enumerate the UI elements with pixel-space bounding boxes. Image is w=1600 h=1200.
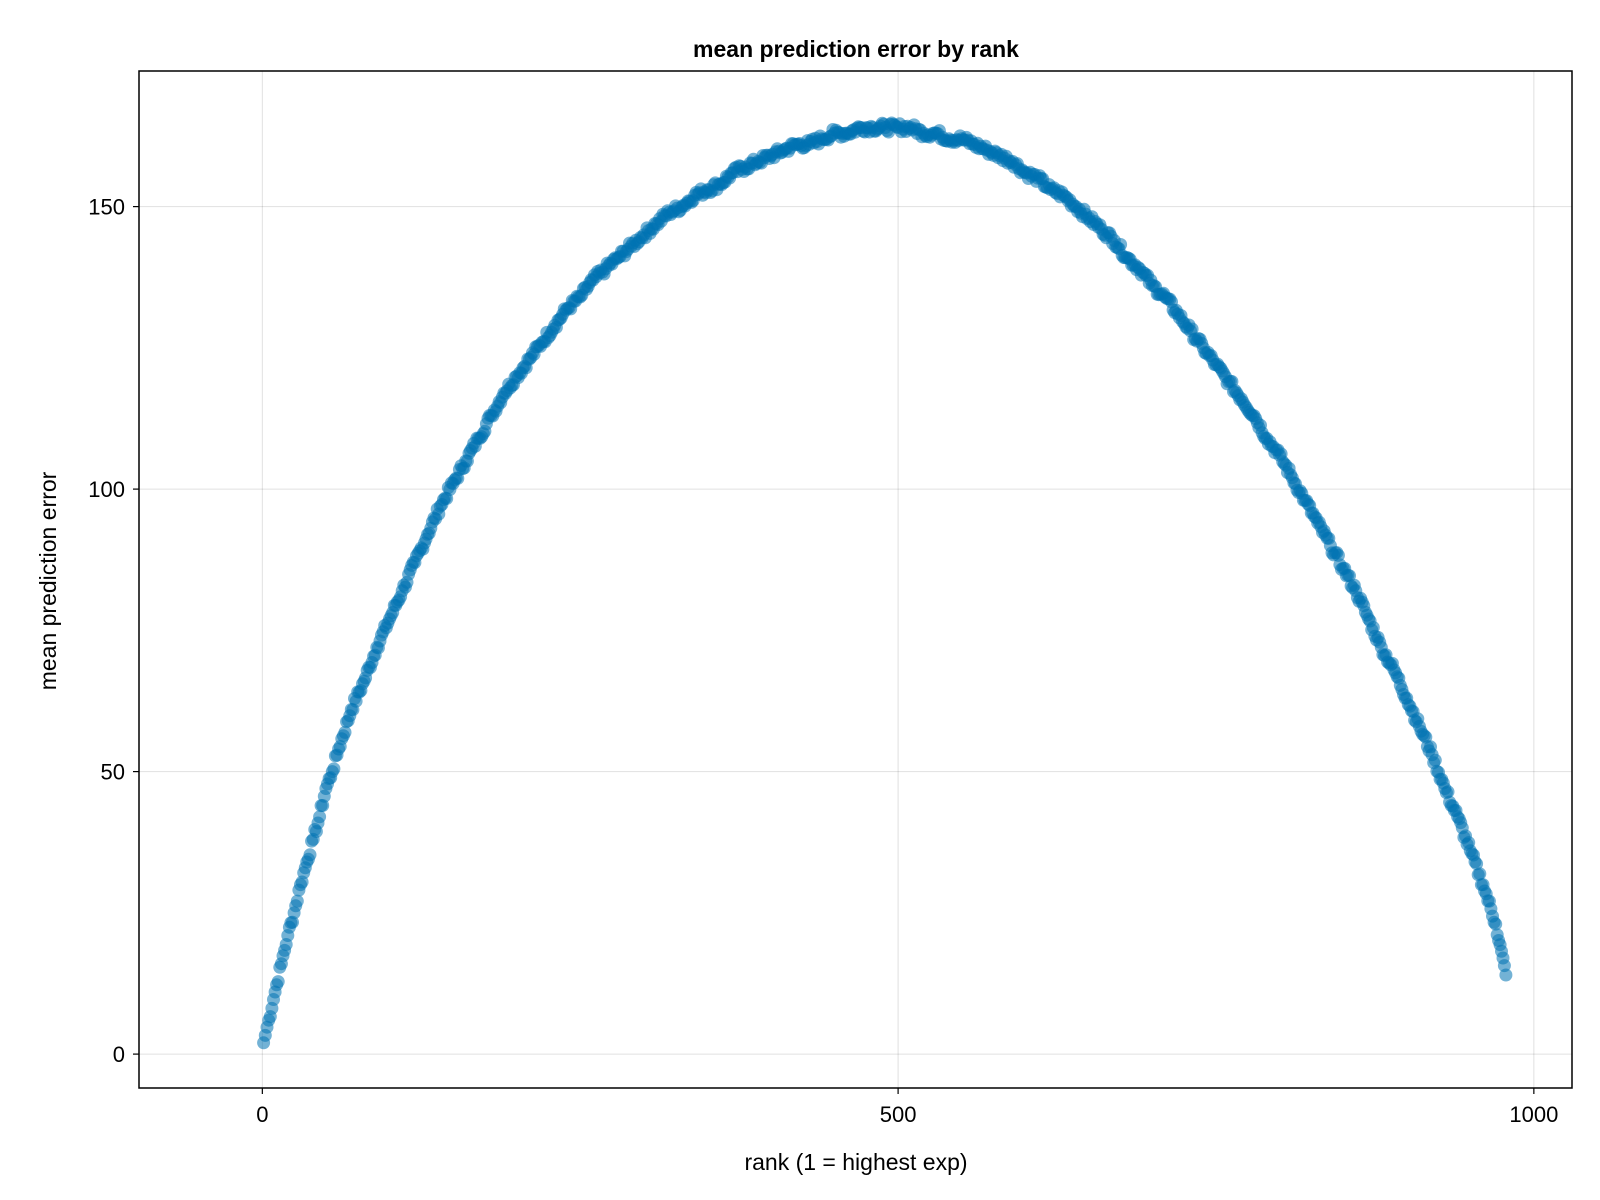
data-point bbox=[338, 725, 352, 739]
y-tick-label: 100 bbox=[88, 477, 125, 502]
data-point bbox=[1343, 569, 1356, 583]
grid-lines bbox=[139, 71, 1572, 1088]
data-point bbox=[1499, 968, 1513, 982]
y-tick-label: 150 bbox=[88, 195, 125, 220]
data-point bbox=[327, 762, 341, 776]
plot-frame bbox=[138, 70, 1573, 1089]
data-point bbox=[1489, 917, 1503, 931]
data-point bbox=[1185, 322, 1199, 336]
data-point bbox=[290, 894, 304, 908]
x-tick-label: 0 bbox=[256, 1102, 268, 1127]
data-point bbox=[1114, 238, 1128, 251]
data-point bbox=[1473, 867, 1487, 881]
data-point bbox=[1470, 857, 1484, 871]
y-tick-label: 50 bbox=[101, 760, 125, 785]
data-point bbox=[1441, 785, 1455, 799]
data-point bbox=[303, 848, 317, 862]
data-point bbox=[1428, 753, 1442, 767]
chart-title: mean prediction error by rank bbox=[693, 36, 1019, 62]
x-tick-label: 500 bbox=[880, 1102, 917, 1127]
axis-ticks: 0 500 1000 0 50 100 150 bbox=[88, 195, 1558, 1127]
y-tick-label: 0 bbox=[113, 1042, 125, 1067]
x-axis-label: rank (1 = highest exp) bbox=[744, 1149, 967, 1175]
x-tick-label: 1000 bbox=[1509, 1102, 1558, 1127]
data-point bbox=[271, 975, 285, 989]
y-axis-label: mean prediction error bbox=[35, 471, 61, 690]
data-points bbox=[257, 116, 1513, 1050]
data-point bbox=[313, 810, 327, 824]
